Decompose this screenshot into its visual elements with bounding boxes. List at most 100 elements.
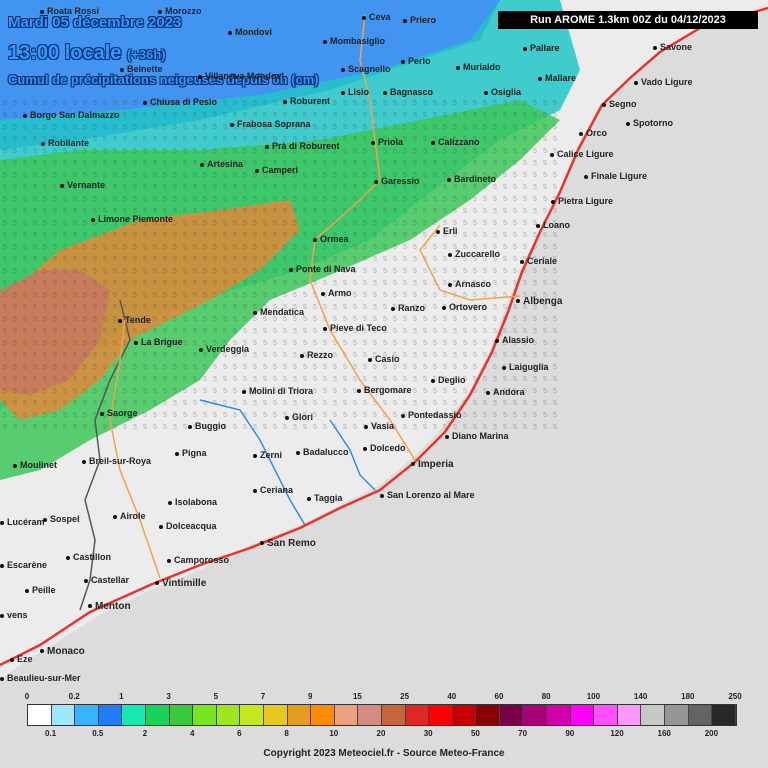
- town-label: Deglio: [431, 375, 466, 385]
- town-name: Armo: [328, 288, 352, 298]
- town-label: Frabosa Soprana: [230, 119, 311, 129]
- town-label: Robilante: [41, 138, 89, 148]
- town-name: Lucéram: [7, 517, 45, 527]
- town-dot: [431, 140, 435, 145]
- town-name: Pontedassio: [408, 410, 462, 420]
- town-dot: [551, 199, 555, 204]
- town-dot: [584, 174, 588, 179]
- town-dot: [253, 453, 257, 458]
- town-label: Bardineto: [447, 174, 496, 184]
- legend-swatch: [523, 705, 548, 725]
- town-dot: [155, 581, 159, 586]
- legend-label-top: 0.2: [68, 692, 80, 701]
- town-name: Savone: [660, 42, 693, 52]
- legend-swatch: [334, 705, 359, 725]
- legend-swatch: [358, 705, 382, 725]
- town-name: vens: [7, 610, 28, 620]
- town-label: Beinette: [120, 64, 163, 74]
- legend-label-top: 9: [307, 692, 313, 701]
- town-label: Scagnello: [341, 64, 391, 74]
- town-dot: [383, 90, 387, 95]
- town-dot: [199, 347, 203, 352]
- town-dot: [82, 459, 86, 464]
- town-label: Dolcedo: [363, 443, 406, 453]
- town-label: Finale Ligure: [584, 171, 647, 181]
- legend-swatch: [287, 705, 312, 725]
- legend-color-scale: [27, 704, 737, 726]
- france-italy-border: [79, 299, 131, 611]
- legend-label-bottom: 160: [657, 729, 671, 738]
- town-name: Frabosa Soprana: [237, 119, 311, 129]
- town-label: Beaulieu-sur-Mer: [0, 673, 81, 683]
- town-name: Bardineto: [454, 174, 497, 184]
- town-name: Villanova Mondovi: [205, 71, 284, 81]
- town-label: Bergomare: [357, 385, 412, 395]
- town-name: Diano Marina: [452, 431, 509, 441]
- town-label: Ranzo: [391, 303, 425, 313]
- legend-label-top: 7: [260, 692, 266, 701]
- town-label: Osiglia: [484, 87, 521, 97]
- town-name: Camperi: [262, 165, 299, 175]
- town-label: Zuccarello: [448, 249, 500, 259]
- town-dot: [371, 140, 375, 145]
- town-name: Roburent: [290, 96, 330, 106]
- river: [199, 399, 306, 526]
- town-name: Camporosso: [174, 555, 230, 565]
- town-label: Breil-sur-Roya: [82, 456, 151, 466]
- town-label: Calice Ligure: [550, 149, 614, 159]
- town-name: Murialdo: [463, 62, 501, 72]
- legend-swatch: [688, 705, 713, 725]
- secondary-road: [109, 319, 161, 579]
- town-name: Taggia: [314, 493, 343, 503]
- legend-label-top: 15: [352, 692, 362, 701]
- town-dot: [158, 9, 162, 14]
- town-name: Airole: [120, 511, 146, 521]
- town-dot: [380, 493, 384, 498]
- town-dot: [143, 100, 147, 105]
- legend-swatch: [712, 705, 736, 725]
- town-label: Pontedassio: [401, 410, 462, 420]
- town-name: Isolabona: [175, 497, 218, 507]
- town-label: Dolceacqua: [159, 521, 217, 531]
- town-name: Vernante: [67, 180, 106, 190]
- town-name: Osiglia: [491, 87, 522, 97]
- legend-label-bottom: 8: [284, 729, 289, 738]
- town-name: Bergomare: [364, 385, 412, 395]
- town-label: Arnasco: [448, 279, 491, 289]
- legend-swatch: [193, 705, 217, 725]
- town-label: Monaco: [40, 646, 85, 657]
- town-name: Calizzano: [438, 137, 480, 147]
- town-label: Zerni: [253, 450, 282, 460]
- town-dot: [368, 357, 372, 362]
- town-dot: [0, 676, 4, 681]
- town-name: Pietra Ligure: [558, 196, 614, 206]
- legend-label-top: 1: [119, 692, 124, 701]
- town-name: Arnasco: [455, 279, 492, 289]
- town-label: Loano: [536, 220, 570, 230]
- town-dot: [88, 604, 92, 609]
- town-dot: [198, 74, 202, 79]
- town-dot: [100, 411, 104, 416]
- town-name: Badalucco: [303, 447, 349, 457]
- town-label: Diano Marina: [445, 431, 509, 441]
- town-dot: [323, 39, 327, 44]
- town-label: Badalucco: [296, 447, 349, 457]
- town-dot: [357, 388, 361, 393]
- town-name: San Lorenzo al Mare: [387, 490, 475, 500]
- town-name: Imperia: [418, 459, 454, 470]
- town-name: Escarène: [7, 560, 48, 570]
- town-name: Orco: [586, 128, 608, 138]
- town-label: Andora: [486, 387, 525, 397]
- town-dot: [175, 451, 179, 456]
- legend-label-top: 0: [24, 692, 30, 701]
- town-label: Pieve di Teco: [323, 323, 387, 333]
- town-name: Finale Ligure: [591, 171, 648, 181]
- town-name: Breil-sur-Roya: [89, 456, 152, 466]
- town-name: Menton: [95, 601, 131, 612]
- town-label: Calizzano: [431, 137, 480, 147]
- town-label: Molini di Triora: [242, 386, 313, 396]
- town-label: Mendatica: [253, 307, 304, 317]
- town-dot: [168, 500, 172, 505]
- town-name: La Brigue: [141, 337, 183, 347]
- town-label: Pallare: [523, 43, 560, 53]
